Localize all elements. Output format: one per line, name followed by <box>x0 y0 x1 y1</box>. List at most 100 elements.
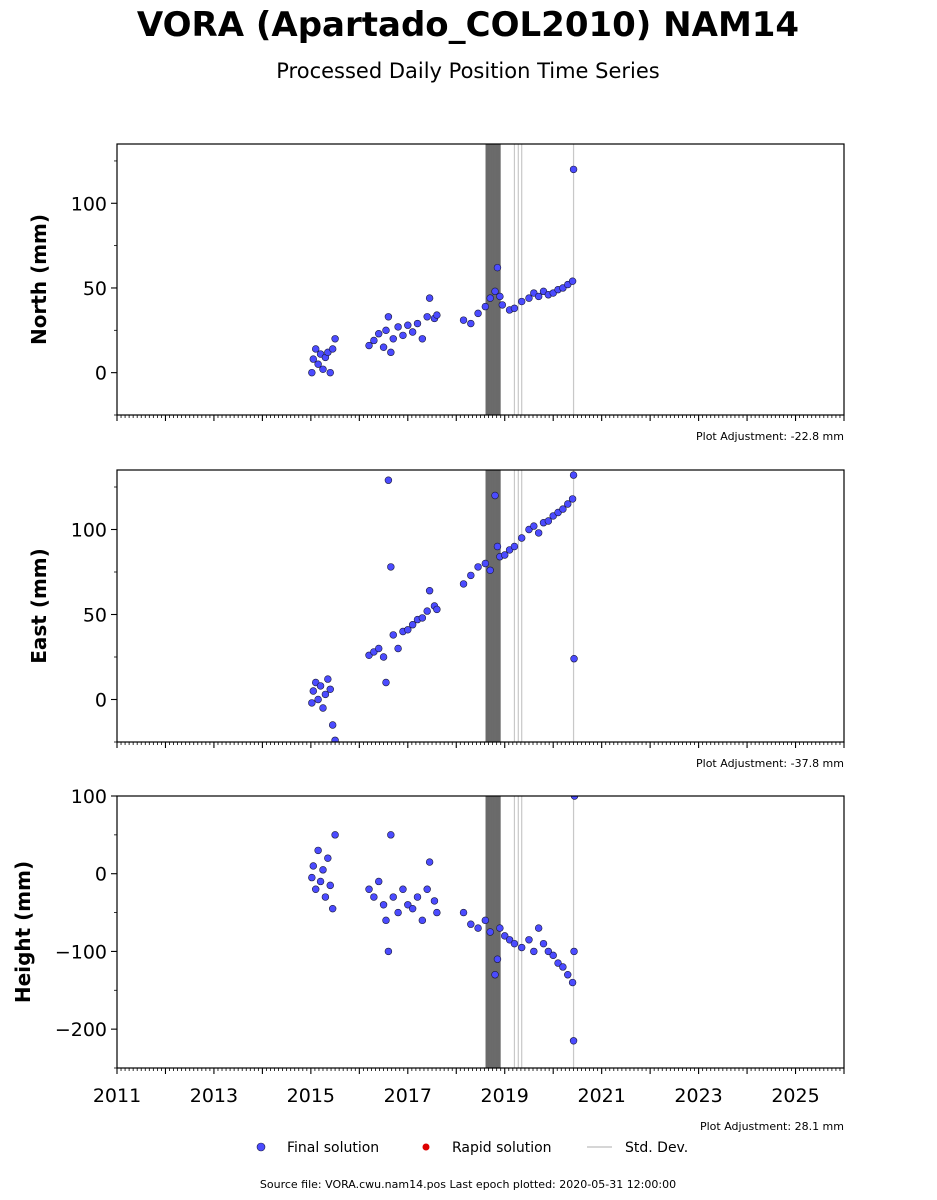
east-point-0 <box>308 699 316 707</box>
north-point-2 <box>312 345 320 353</box>
east-point-32 <box>481 559 490 568</box>
east-point-21 <box>404 626 412 634</box>
legend-rapid-marker <box>422 1143 430 1151</box>
north-point-50 <box>568 277 577 285</box>
height-point-7 <box>324 854 332 862</box>
height-point-51 <box>569 1037 578 1045</box>
north-point-24 <box>418 335 427 343</box>
north-point-18 <box>389 335 397 343</box>
north-point-37 <box>498 301 507 309</box>
height-point-52 <box>570 947 578 956</box>
north-point-35 <box>493 263 502 272</box>
east-point-24 <box>418 614 427 622</box>
east-point-13 <box>375 644 383 653</box>
source-note: Source file: VORA.cwu.nam14.pos Last epo… <box>260 1178 676 1191</box>
east-point-15 <box>382 678 390 687</box>
north-point-41 <box>525 294 533 302</box>
north-point-9 <box>328 345 337 353</box>
east-point-33 <box>486 566 494 574</box>
height-xtick-label-4: 2019 <box>481 1085 529 1107</box>
east-point-30 <box>467 571 475 580</box>
height-point-14 <box>379 901 388 909</box>
north-adjustment: Plot Adjustment: -22.8 mm <box>696 430 844 443</box>
height-point-49 <box>564 971 572 979</box>
north-point-11 <box>365 341 373 350</box>
east-point-6 <box>321 690 330 699</box>
height-point-1 <box>309 862 317 870</box>
height-point-10 <box>331 831 339 839</box>
figure-title: VORA (Apartado_COL2010) NAM14 <box>137 5 799 45</box>
east-point-25 <box>423 607 431 615</box>
height-point-18 <box>389 893 397 901</box>
north-ytick-label-1: 50 <box>83 278 107 300</box>
east-point-9 <box>328 721 337 729</box>
east-point-7 <box>324 675 332 683</box>
north-point-5 <box>319 365 327 373</box>
east-data <box>308 470 578 742</box>
east-point-42 <box>530 522 538 530</box>
north-point-8 <box>326 368 334 377</box>
height-ytick-label-2: 0 <box>95 864 107 886</box>
east-ytick-label-0: 0 <box>95 690 107 712</box>
east-point-1 <box>309 687 317 695</box>
north-point-51 <box>569 165 578 174</box>
east-point-29 <box>459 580 468 588</box>
height-point-15 <box>382 916 390 925</box>
north-point-1 <box>309 355 317 363</box>
north-point-19 <box>394 323 402 331</box>
north-point-3 <box>314 360 322 368</box>
height-point-13 <box>375 877 383 886</box>
figure-subtitle: Processed Daily Position Time Series <box>276 59 660 83</box>
north-point-22 <box>408 328 417 336</box>
height-point-24 <box>418 916 427 925</box>
height-point-27 <box>430 897 439 905</box>
north-point-0 <box>308 368 316 377</box>
east-adjustment: Plot Adjustment: -37.8 mm <box>696 757 844 770</box>
height-point-43 <box>534 924 543 932</box>
north-ytick-label-2: 100 <box>71 193 107 215</box>
north-data <box>308 144 578 415</box>
height-point-35 <box>493 955 502 963</box>
north-point-29 <box>459 316 468 324</box>
east-point-40 <box>517 534 526 542</box>
height-xtick-label-2: 2015 <box>287 1085 335 1107</box>
height-point-42 <box>530 947 538 956</box>
north-point-30 <box>467 319 475 328</box>
north-point-40 <box>517 297 526 306</box>
east-point-5 <box>319 704 327 712</box>
east-point-51 <box>569 471 578 479</box>
north-frame <box>116 143 845 416</box>
height-point-48 <box>559 963 567 971</box>
legend-rapid-label: Rapid solution <box>452 1140 552 1156</box>
north-point-39 <box>510 304 519 312</box>
legend-final-marker <box>256 1142 266 1152</box>
height-point-38 <box>505 936 514 944</box>
height-panel: −200 −100 0 100 Height (mm) Plot Adjustment: … <box>11 786 845 1133</box>
height-point-6 <box>321 893 330 901</box>
east-point-48 <box>559 505 567 513</box>
height-point-23 <box>413 893 422 901</box>
east-panel: 0 50 100 East (mm) Plot Adjustment: -37.8 mm <box>27 469 845 770</box>
height-point-39 <box>510 939 519 948</box>
north-point-16 <box>384 313 393 321</box>
east-point-10 <box>331 736 339 742</box>
east-point-35 <box>493 542 502 551</box>
height-point-46 <box>549 951 557 960</box>
east-point-22 <box>408 620 417 629</box>
height-xtick-label-3: 2017 <box>384 1085 432 1107</box>
east-point-4 <box>316 682 325 690</box>
east-point-18 <box>389 631 397 639</box>
height-data <box>308 796 579 1068</box>
height-point-21 <box>404 901 412 909</box>
height-point-50 <box>568 978 577 987</box>
legend-std-label: Std. Dev. <box>625 1140 688 1156</box>
north-ylabel: North (mm) <box>27 214 51 345</box>
height-point-28 <box>433 908 441 917</box>
height-xtick-label-1: 2013 <box>190 1085 238 1107</box>
north-point-20 <box>399 331 407 340</box>
east-ytick-label-1: 50 <box>83 605 107 627</box>
height-point-29 <box>459 908 468 917</box>
east-point-3 <box>314 695 322 704</box>
legend: Final solution Rapid solution Std. Dev. <box>256 1140 688 1156</box>
height-xtick-label-7: 2025 <box>771 1085 819 1107</box>
